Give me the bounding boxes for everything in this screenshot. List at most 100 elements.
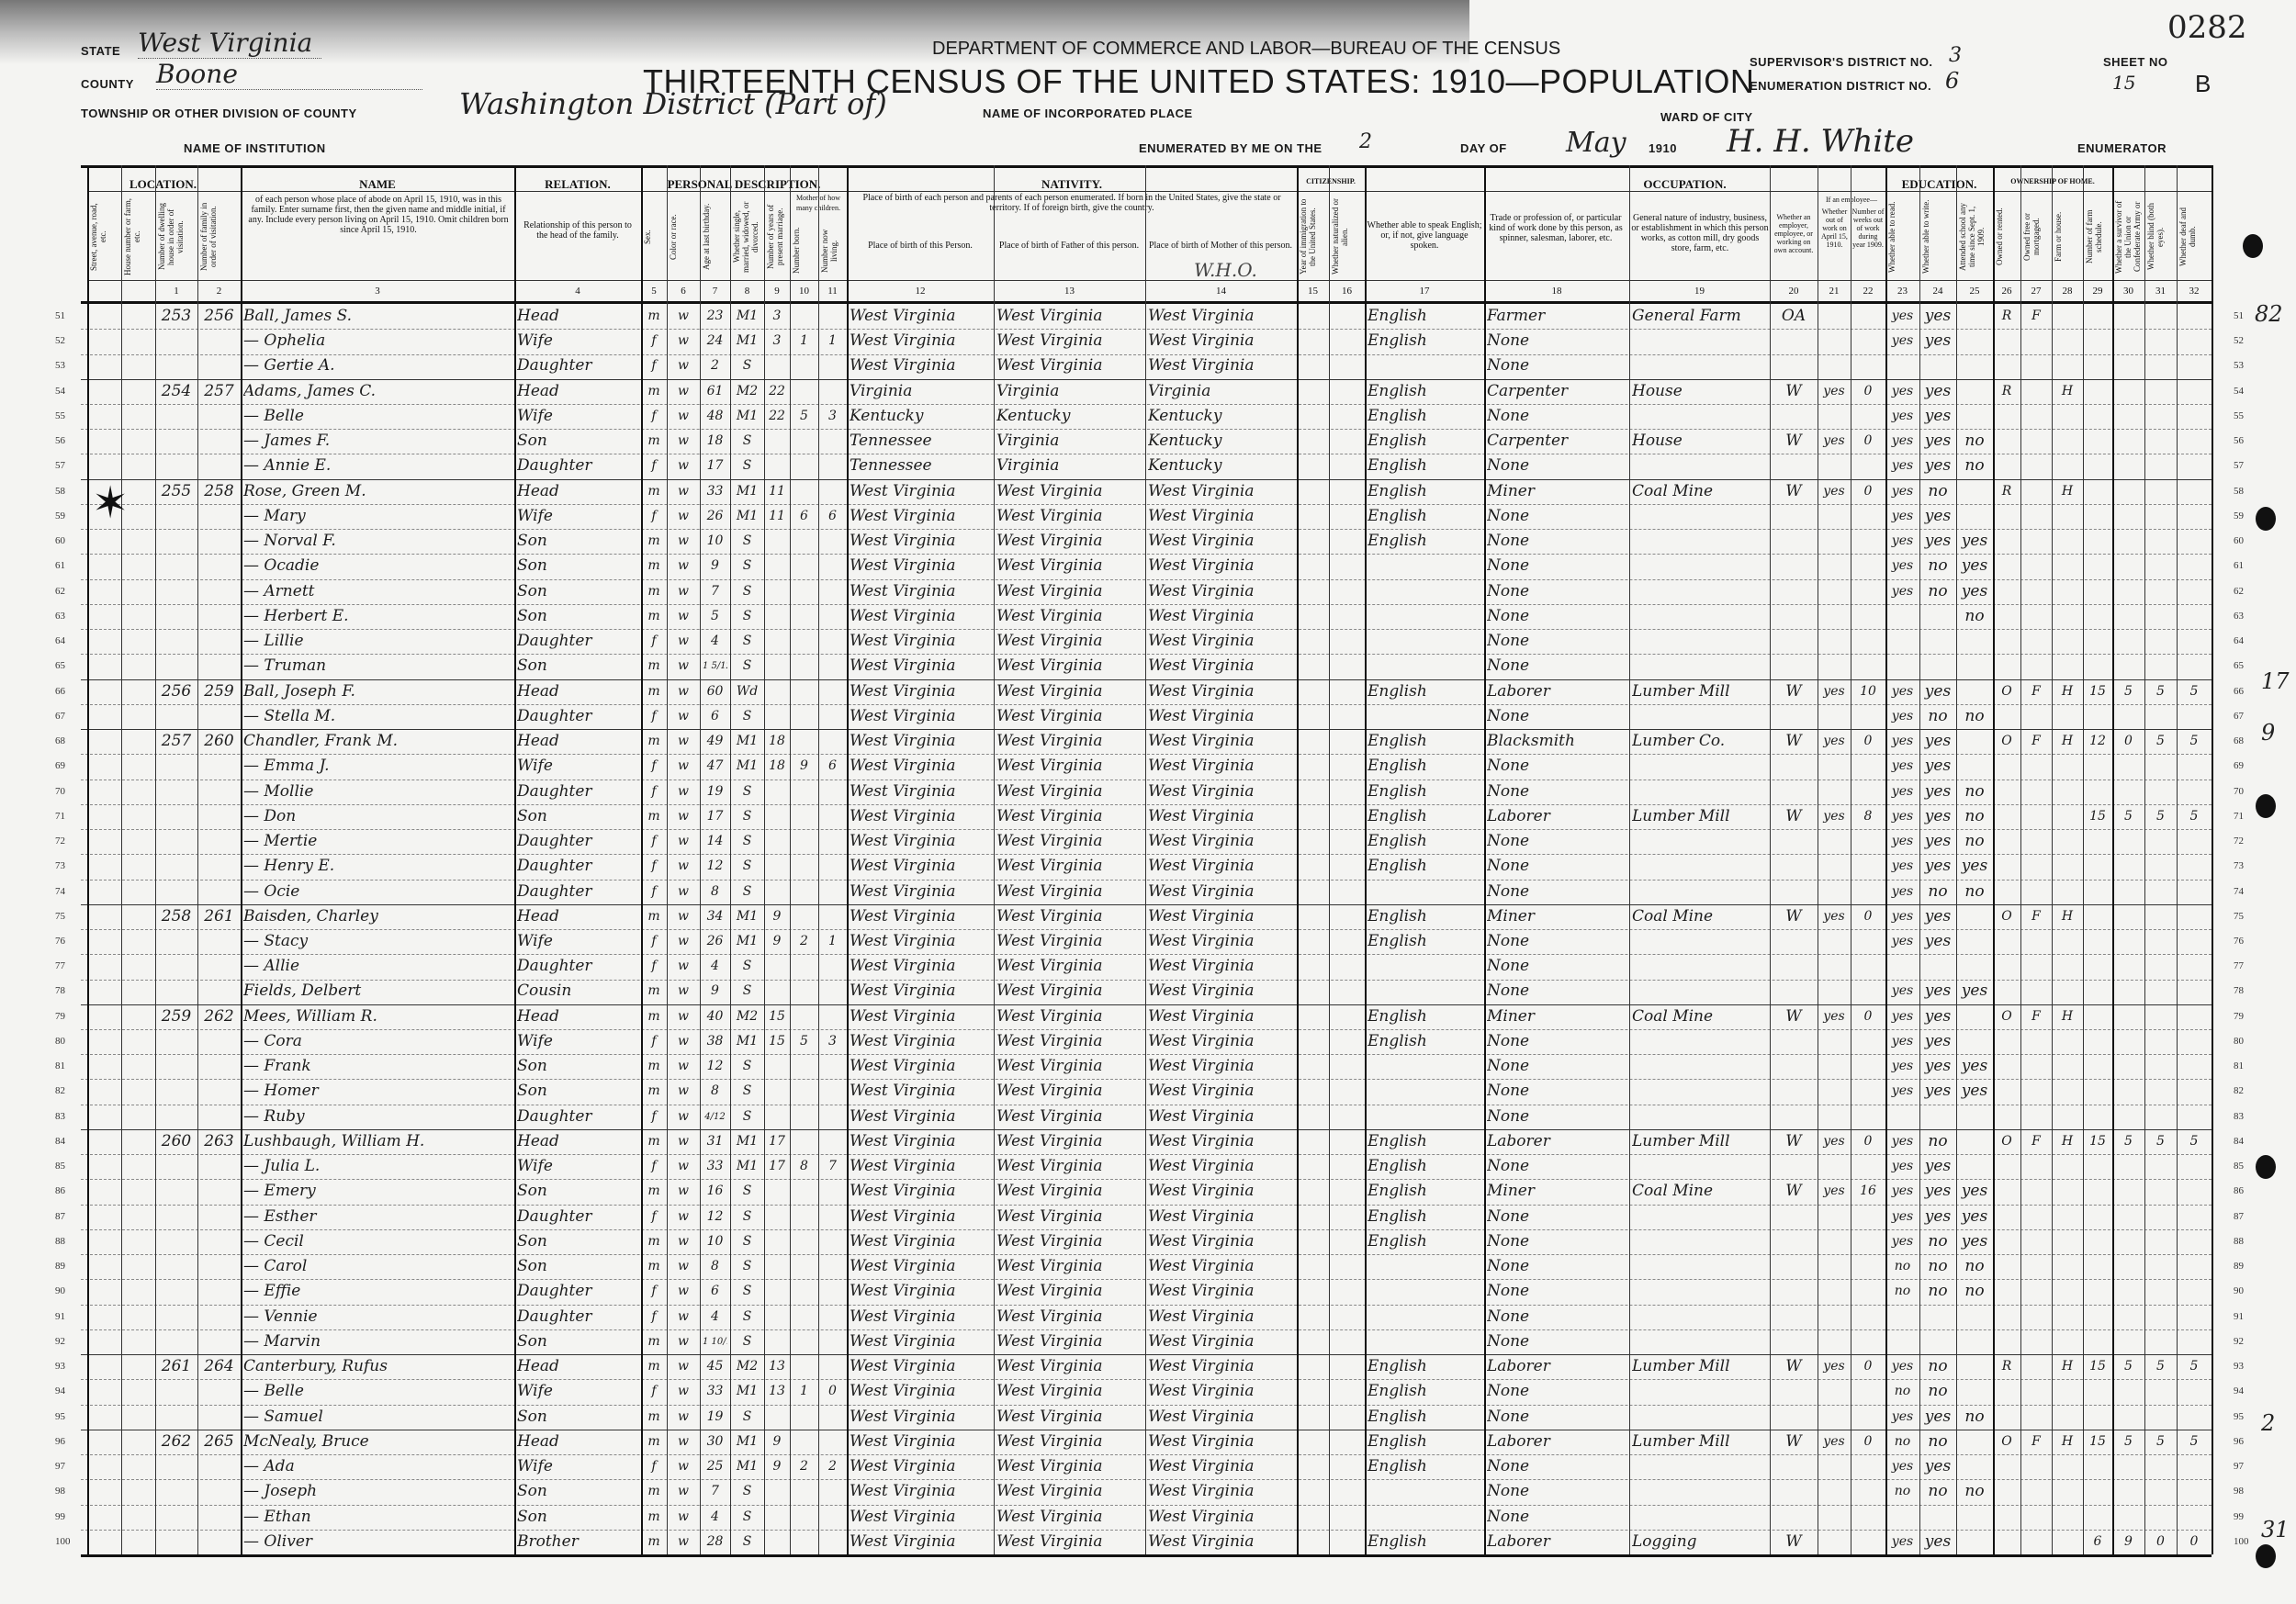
cell-industry: House — [1632, 432, 1683, 451]
row-rule — [81, 1504, 2212, 1506]
cell-mother-bp: West Virginia — [1148, 556, 1255, 576]
row-rule — [81, 703, 2212, 705]
line-number: 77 — [55, 960, 65, 972]
cell-occupation: None — [1487, 757, 1530, 776]
cell-occupation: None — [1487, 1031, 1530, 1050]
cell-sex: m — [647, 1083, 660, 1099]
ward-label: Ward of city — [1660, 110, 1753, 124]
cell-relation: Head — [517, 1131, 559, 1150]
cell-sex: f — [651, 508, 657, 523]
cell-sex: m — [647, 1484, 660, 1499]
cell-language: English — [1367, 732, 1427, 751]
cell-sex: m — [647, 308, 660, 323]
cell-years-married: 13 — [769, 1384, 785, 1399]
cell-birthplace: West Virginia — [850, 307, 956, 325]
cell-c31: 5 — [2156, 683, 2165, 699]
line-number-right: 56 — [2234, 435, 2244, 447]
cell-age: 1 5/12 — [703, 661, 727, 672]
cell-write: yes — [1924, 432, 1952, 451]
line-number: 66 — [55, 685, 65, 697]
cell-language: English — [1367, 331, 1427, 351]
cell-sex: f — [651, 934, 657, 948]
cell-free: F — [2032, 734, 2041, 749]
cell-write: yes — [1924, 781, 1952, 801]
row-rule — [81, 1479, 2212, 1481]
cell-marital: M1 — [736, 1433, 759, 1449]
column-rule — [1993, 165, 1995, 1554]
column-rule — [790, 165, 791, 1554]
cell-free: F — [2032, 1008, 2041, 1024]
cell-occupation: Laborer — [1487, 806, 1550, 825]
cell-read: yes — [1891, 308, 1914, 323]
cell-father-bp: West Virginia — [996, 1031, 1103, 1050]
header-blind: Whether blind (both eyes). — [2146, 203, 2165, 271]
cell-employer: W — [1785, 1006, 1802, 1026]
cell-born: 2 — [800, 1459, 808, 1475]
cell-birthplace: West Virginia — [850, 481, 956, 500]
cell-age: 61 — [706, 383, 724, 398]
line-number-right: 78 — [2234, 985, 2244, 997]
header-relation: Relationship of this person to the head … — [523, 220, 632, 241]
cell-relation: Son — [517, 806, 547, 825]
header-race: Color or race. — [669, 214, 678, 260]
cell-marital: S — [742, 1484, 752, 1499]
cell-mother-bp: West Virginia — [1148, 1031, 1255, 1050]
cell-read: yes — [1891, 483, 1914, 499]
cell-read: yes — [1891, 1059, 1914, 1074]
cell-age: 4 — [711, 1308, 719, 1324]
section-nativity: Nativity. — [1041, 177, 1103, 191]
cell-sex: f — [651, 708, 657, 723]
row-rule — [81, 1154, 2212, 1156]
cell-read: yes — [1891, 533, 1914, 549]
cell-language: English — [1367, 1031, 1427, 1050]
cell-marital: M1 — [736, 908, 759, 924]
column-rule — [2020, 165, 2021, 1554]
cell-relation: Wife — [517, 1457, 553, 1476]
cell-sex: f — [651, 634, 657, 649]
header-weeks-out: Number of weeks out of work during year … — [1851, 208, 1885, 249]
cell-father-bp: West Virginia — [996, 1507, 1103, 1526]
cell-father-bp: Virginia — [996, 432, 1060, 451]
cell-occupation: None — [1487, 981, 1530, 1001]
margin-note: 2 — [2261, 1410, 2276, 1436]
cell-birthplace: West Virginia — [850, 1006, 956, 1026]
cell-relation: Son — [517, 1331, 547, 1351]
cell-relation: Son — [517, 581, 547, 600]
column-number: 5 — [651, 286, 657, 297]
cell-mother-bp: West Virginia — [1148, 1282, 1255, 1301]
cell-mother-bp: West Virginia — [1148, 832, 1255, 851]
cell-mother-bp: West Virginia — [1148, 857, 1255, 876]
cell-relation: Son — [517, 556, 547, 576]
cell-occupation: None — [1487, 456, 1530, 476]
cell-years-married: 9 — [772, 1433, 782, 1449]
cell-language: English — [1367, 1182, 1427, 1201]
cell-birthplace: Virginia — [850, 381, 913, 400]
cell-mother-bp: West Virginia — [1148, 1206, 1255, 1226]
cell-name: Mees, William R. — [243, 1006, 377, 1026]
cell-relation: Wife — [517, 506, 553, 525]
cell-owned: R — [2001, 308, 2012, 323]
cell-read: yes — [1891, 583, 1914, 599]
cell-read: yes — [1891, 1408, 1914, 1424]
cell-relation: Daughter — [517, 781, 592, 801]
cell-relation: Daughter — [517, 957, 592, 976]
cell-birthplace: West Virginia — [850, 1106, 956, 1126]
cell-school: no — [1964, 456, 1985, 476]
cell-read: yes — [1891, 858, 1914, 874]
cell-industry: Lumber Mill — [1632, 1431, 1730, 1451]
cell-write: yes — [1924, 331, 1952, 351]
cell-birthplace: West Virginia — [850, 1082, 956, 1101]
cell-race: w — [678, 1233, 689, 1249]
cell-sex: f — [651, 1459, 657, 1475]
cell-age: 8 — [711, 1083, 719, 1099]
mother-birthplace-note: W.H.O. — [1194, 259, 1257, 281]
cell-write: no — [1928, 1231, 1948, 1251]
cell-employer: W — [1785, 432, 1802, 451]
cell-c29: 15 — [2089, 808, 2106, 824]
cell-father-bp: West Virginia — [996, 932, 1103, 950]
cell-mother-bp: West Virginia — [1148, 506, 1255, 525]
cell-birthplace: West Virginia — [850, 881, 956, 901]
cell-read: no — [1894, 1284, 1911, 1299]
cell-family: 265 — [204, 1431, 234, 1451]
cell-employer: W — [1785, 481, 1802, 500]
